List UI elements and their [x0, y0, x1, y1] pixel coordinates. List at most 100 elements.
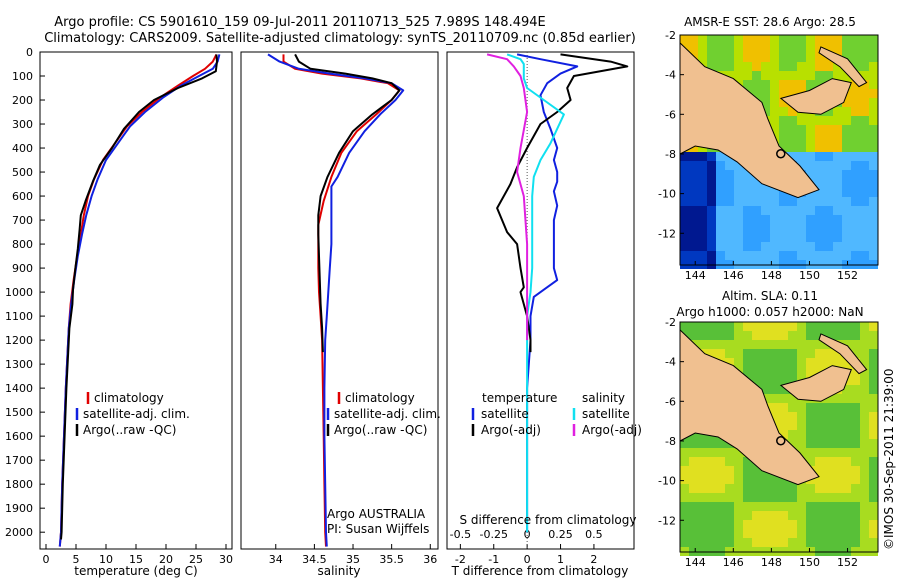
map-y-tick-label: -4: [665, 69, 676, 82]
map-cell: [860, 475, 869, 484]
map-cell: [743, 62, 752, 71]
map-cell: [761, 484, 770, 493]
map-cell: [851, 35, 860, 44]
map-cell: [797, 448, 806, 457]
map-cell: [779, 233, 788, 242]
map-cell: [824, 116, 833, 125]
depth-tick-label: 1600: [5, 430, 33, 443]
map-cell: [743, 322, 752, 331]
map-cell: [851, 116, 860, 125]
map-cell: [725, 170, 734, 179]
map-cell: [797, 44, 806, 53]
map-cell: [761, 89, 770, 98]
x-tick-label: 34.5: [302, 553, 327, 566]
map-cell: [743, 484, 752, 493]
map-cell: [770, 493, 779, 502]
map-cell: [761, 206, 770, 215]
map-cell: [842, 152, 851, 161]
map-cell: [842, 116, 851, 125]
depth-tick-label: 300: [12, 118, 33, 131]
map-cell: [842, 484, 851, 493]
map-cell: [860, 98, 869, 107]
map-cell: [680, 520, 689, 529]
map-cell: [815, 367, 824, 376]
temperature-plot: 0 5 10 15 20 25 30: [43, 53, 233, 566]
map-cell: [833, 538, 842, 547]
map-cell: [815, 520, 824, 529]
depth-tick-label: 700: [12, 214, 33, 227]
land-new-guinea: [679, 41, 820, 199]
map-cell: [869, 358, 878, 367]
map-cell: [860, 215, 869, 224]
map-cell: [815, 493, 824, 502]
map-cell: [752, 331, 761, 340]
map-cell: [752, 502, 761, 511]
map-cell: [860, 376, 869, 385]
map-cell: [797, 412, 806, 421]
map-cell: [689, 143, 698, 152]
map-cell: [689, 35, 698, 44]
map-cell: [815, 475, 824, 484]
map-cell: [860, 53, 869, 62]
map-y-tick-label: -10: [658, 188, 676, 201]
map-cell: [698, 439, 707, 448]
map-cell: [788, 251, 797, 260]
map-x-tick-label: 152: [837, 269, 858, 282]
map-cell: [752, 35, 761, 44]
map-cell: [752, 62, 761, 71]
map-cell: [833, 394, 842, 403]
map-cell: [824, 107, 833, 116]
map-cell: [761, 529, 770, 538]
map-cell: [761, 520, 770, 529]
map-cell: [779, 44, 788, 53]
map-cell: [743, 188, 752, 197]
map-cell: [680, 152, 689, 161]
map-cell: [788, 71, 797, 80]
map-cell: [725, 197, 734, 206]
map-cell: [707, 484, 716, 493]
map-cell: [689, 448, 698, 457]
map-cell: [788, 152, 797, 161]
map-cell: [770, 89, 779, 98]
map-cell: [815, 134, 824, 143]
map-cell: [851, 520, 860, 529]
map-cell: [680, 179, 689, 188]
map-cell: [761, 197, 770, 206]
map-cell: [833, 421, 842, 430]
map-x-tick-label: 146: [723, 556, 744, 569]
land-new-guinea: [679, 328, 820, 486]
map-cell: [788, 421, 797, 430]
map-cell: [752, 71, 761, 80]
map-cell: [752, 233, 761, 242]
map-cell: [833, 511, 842, 520]
map-cell: [788, 331, 797, 340]
map-cell: [842, 170, 851, 179]
map-cell: [851, 502, 860, 511]
map-cell: [869, 493, 878, 502]
map-cell: [860, 529, 869, 538]
map-cell: [869, 215, 878, 224]
map-cell: [869, 349, 878, 358]
map-cell: [833, 331, 842, 340]
map-cell: [689, 520, 698, 529]
map-cell: [752, 475, 761, 484]
map-cell: [842, 448, 851, 457]
header-line1: Argo profile: CS 5901610_159 09-Jul-2011…: [54, 15, 545, 30]
map-cell: [806, 511, 815, 520]
series-line: [294, 53, 401, 353]
map-cell: [725, 331, 734, 340]
map-cell: [680, 233, 689, 242]
depth-tick-label: 1900: [5, 502, 33, 515]
map-cell: [770, 412, 779, 421]
map-cell: [770, 116, 779, 125]
depth-tick-label: 1200: [5, 334, 33, 347]
map-cell: [752, 376, 761, 385]
s-tick-label: 0: [524, 528, 531, 541]
map-cell: [851, 107, 860, 116]
map-y-tick-label: -2: [665, 316, 676, 329]
map-cell: [788, 107, 797, 116]
map-cell: [815, 44, 824, 53]
map-cell: [743, 340, 752, 349]
map-cell: [698, 538, 707, 547]
map-cell: [734, 493, 743, 502]
